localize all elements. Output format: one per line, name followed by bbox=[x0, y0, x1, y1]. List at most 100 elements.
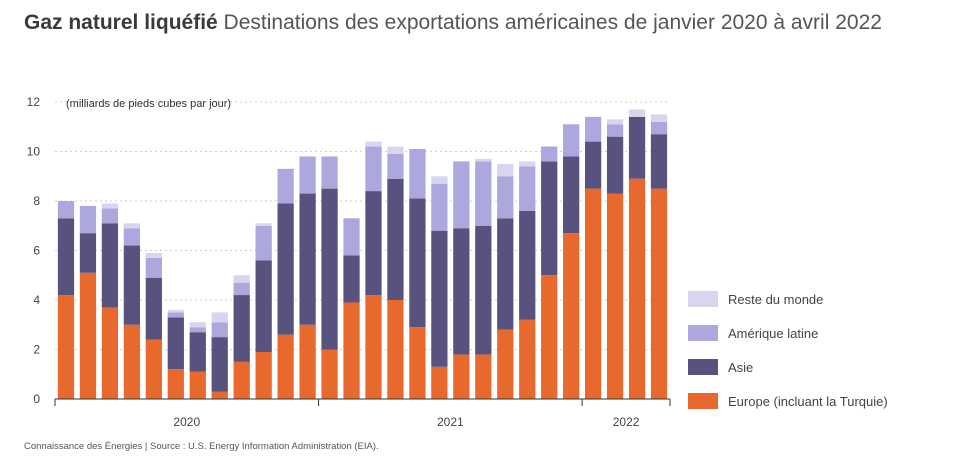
bar-europe-2021-10 bbox=[519, 319, 536, 399]
bar-amerique-2020-10 bbox=[255, 225, 272, 261]
bar-reste-2021-03 bbox=[365, 141, 382, 147]
bar-reste-2020-09 bbox=[233, 275, 250, 283]
bar-reste-2022-04 bbox=[650, 114, 668, 122]
y-tick-label: 2 bbox=[33, 343, 40, 357]
bar-amerique-2022-01 bbox=[584, 116, 602, 142]
bar-asie-2021-10 bbox=[519, 210, 536, 320]
bar-reste-2021-09 bbox=[497, 163, 514, 177]
y-tick-label: 4 bbox=[33, 293, 40, 307]
y-tick-label: 0 bbox=[33, 392, 40, 406]
bar-reste-2020-06 bbox=[167, 309, 184, 313]
bar-amerique-2020-09 bbox=[233, 282, 250, 296]
bar-reste-2021-08 bbox=[475, 158, 492, 162]
bar-asie-2020-03 bbox=[101, 223, 119, 308]
bar-asie-2020-10 bbox=[255, 260, 272, 352]
bar-amerique-2021-10 bbox=[519, 166, 536, 211]
bar-europe-2020-05 bbox=[145, 339, 162, 399]
y-tick-label: 6 bbox=[33, 244, 40, 258]
x-year-label: 2022 bbox=[613, 415, 640, 429]
bar-amerique-2020-08 bbox=[211, 322, 228, 338]
bar-europe-2021-02 bbox=[343, 302, 360, 399]
bar-asie-2020-12 bbox=[299, 193, 316, 325]
legend-label-europe: Europe (incluant la Turquie) bbox=[728, 393, 888, 409]
bar-asie-2020-11 bbox=[277, 203, 294, 335]
legend-item-reste: Reste du monde bbox=[688, 282, 888, 316]
bar-europe-2021-12 bbox=[563, 233, 580, 399]
bar-europe-2022-03 bbox=[628, 178, 646, 399]
bar-europe-2022-04 bbox=[650, 188, 668, 399]
bar-reste-2020-05 bbox=[145, 252, 162, 258]
bar-asie-2020-05 bbox=[145, 277, 162, 340]
bar-reste-2021-06 bbox=[431, 176, 448, 184]
bar-europe-2020-09 bbox=[233, 361, 250, 399]
bar-reste-2020-10 bbox=[255, 223, 272, 226]
bar-europe-2020-10 bbox=[255, 351, 272, 399]
bar-europe-2021-03 bbox=[365, 295, 382, 399]
bar-asie-2022-01 bbox=[584, 141, 602, 189]
bar-amerique-2021-11 bbox=[541, 146, 558, 162]
bar-europe-2020-07 bbox=[189, 371, 206, 399]
bar-reste-2020-08 bbox=[211, 312, 228, 323]
bar-amerique-2021-04 bbox=[387, 153, 404, 179]
bar-amerique-2020-02 bbox=[79, 205, 97, 234]
legend-label-reste: Reste du monde bbox=[728, 291, 824, 307]
bar-europe-2020-03 bbox=[101, 307, 119, 399]
bar-europe-2020-02 bbox=[79, 272, 97, 399]
bar-asie-2020-07 bbox=[189, 332, 206, 372]
bar-europe-2021-04 bbox=[387, 300, 404, 399]
bar-amerique-2021-06 bbox=[431, 183, 448, 231]
bar-asie-2020-01 bbox=[57, 218, 75, 296]
bar-europe-2022-01 bbox=[584, 188, 602, 399]
bar-europe-2021-08 bbox=[475, 354, 492, 399]
bar-asie-2021-04 bbox=[387, 178, 404, 300]
legend-swatch-reste bbox=[688, 291, 718, 307]
bar-asie-2021-01 bbox=[321, 188, 338, 350]
bar-amerique-2020-06 bbox=[167, 312, 184, 318]
bar-asie-2022-04 bbox=[650, 134, 668, 189]
bar-asie-2021-02 bbox=[343, 255, 360, 303]
bar-europe-2020-12 bbox=[299, 324, 316, 399]
bar-amerique-2021-02 bbox=[343, 218, 360, 256]
legend: Reste du monde Amérique latine Asie Euro… bbox=[688, 282, 888, 418]
bar-reste-2022-03 bbox=[628, 109, 646, 117]
bar-amerique-2021-08 bbox=[475, 161, 492, 226]
bar-asie-2021-07 bbox=[453, 228, 470, 355]
legend-swatch-amerique bbox=[688, 325, 718, 341]
bar-amerique-2021-07 bbox=[453, 161, 470, 229]
bar-asie-2021-08 bbox=[475, 225, 492, 355]
bar-europe-2020-06 bbox=[167, 369, 184, 399]
legend-item-asie: Asie bbox=[688, 350, 888, 384]
bars bbox=[57, 109, 668, 399]
bar-amerique-2021-03 bbox=[365, 146, 382, 192]
bar-reste-2022-02 bbox=[606, 119, 624, 125]
chart-title-bold: Gaz naturel liquéfié bbox=[24, 11, 218, 34]
bar-europe-2021-06 bbox=[431, 366, 448, 399]
bar-reste-2020-07 bbox=[189, 322, 206, 328]
bar-asie-2021-05 bbox=[409, 198, 426, 328]
bar-europe-2020-04 bbox=[123, 324, 141, 399]
bar-asie-2020-04 bbox=[123, 245, 141, 325]
bar-asie-2020-06 bbox=[167, 317, 184, 370]
bar-reste-2020-03 bbox=[101, 203, 119, 209]
y-tick-label: 10 bbox=[27, 145, 41, 159]
bar-europe-2021-09 bbox=[497, 329, 514, 399]
y-axis: 0 2 4 6 8 10 12 bbox=[27, 95, 41, 406]
source-note: Connaissance des Énergies | Source : U.S… bbox=[24, 441, 379, 452]
bar-amerique-2020-05 bbox=[145, 257, 162, 278]
bar-amerique-2020-11 bbox=[277, 168, 294, 204]
y-tick-label: 8 bbox=[33, 194, 40, 208]
x-year-label: 2020 bbox=[173, 415, 200, 429]
bar-asie-2020-08 bbox=[211, 337, 228, 392]
bar-amerique-2020-12 bbox=[299, 156, 316, 194]
bar-europe-2020-11 bbox=[277, 334, 294, 399]
bar-asie-2022-02 bbox=[606, 136, 624, 194]
bar-amerique-2021-09 bbox=[497, 176, 514, 219]
bar-europe-2020-08 bbox=[211, 391, 228, 399]
bar-amerique-2020-04 bbox=[123, 228, 141, 246]
bar-asie-2021-03 bbox=[365, 191, 382, 296]
legend-item-europe: Europe (incluant la Turquie) bbox=[688, 384, 888, 418]
legend-label-asie: Asie bbox=[728, 359, 754, 375]
x-year-label: 2021 bbox=[437, 415, 464, 429]
bar-amerique-2022-04 bbox=[650, 121, 668, 135]
